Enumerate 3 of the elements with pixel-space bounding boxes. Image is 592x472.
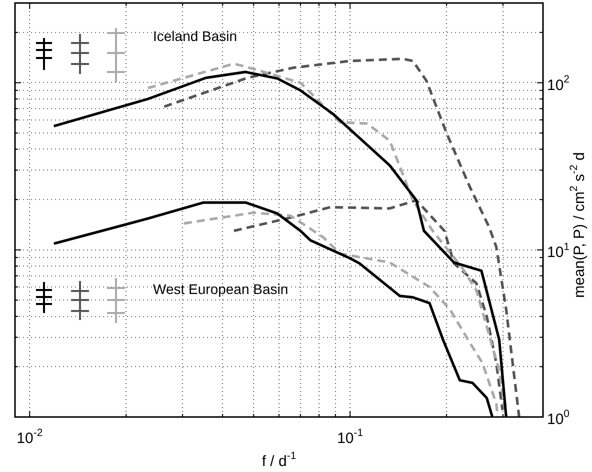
y-axis-title: mean(P, P) / cm2 s-2 d <box>568 152 588 298</box>
annotation: West European Basin <box>153 280 288 297</box>
annotation: Iceland Basin <box>153 28 238 44</box>
